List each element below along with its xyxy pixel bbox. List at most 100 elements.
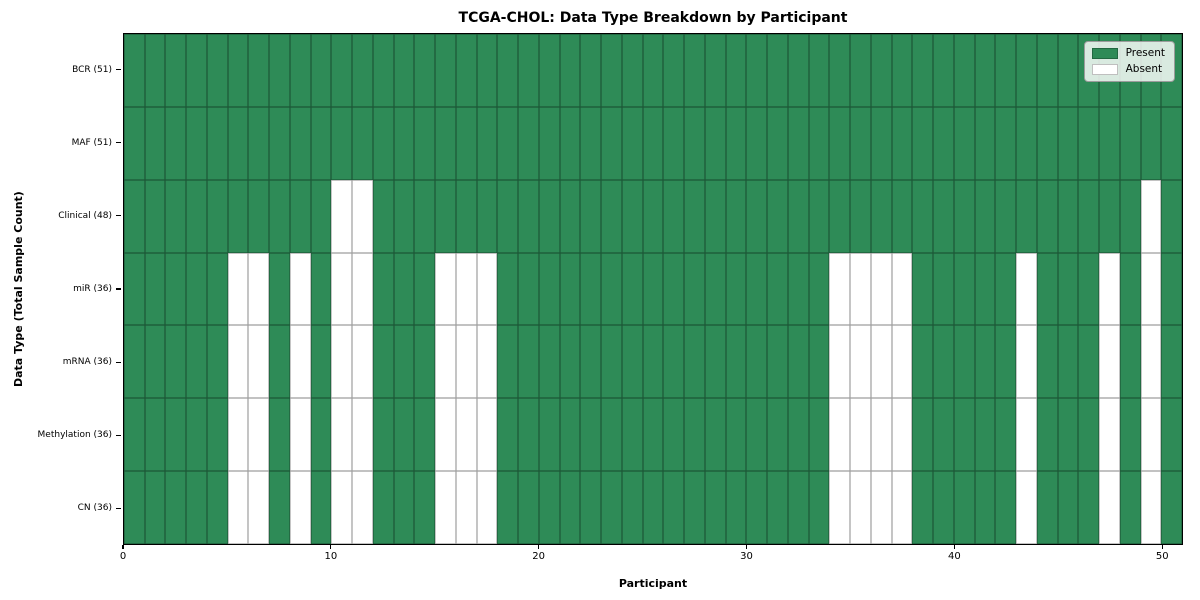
heatmap-cell xyxy=(414,106,436,180)
heatmap-cell xyxy=(953,252,975,326)
y-tick-label: miR (36) xyxy=(73,284,112,294)
heatmap-cell xyxy=(289,179,311,253)
heatmap-cell xyxy=(808,325,830,399)
heatmap-cell xyxy=(808,179,830,253)
heatmap-cell xyxy=(331,398,353,472)
heatmap-cell xyxy=(414,179,436,253)
heatmap-cell xyxy=(725,179,747,253)
heatmap-cell xyxy=(497,106,519,180)
heatmap-cell xyxy=(331,34,353,107)
heatmap-cell xyxy=(124,34,145,107)
heatmap-cell xyxy=(850,471,871,544)
heatmap-cell xyxy=(352,179,373,253)
heatmap-cell xyxy=(746,106,768,180)
x-tick-mark xyxy=(538,545,540,549)
heatmap-cell xyxy=(186,34,207,107)
heatmap-cell xyxy=(331,179,353,253)
heatmap-cell xyxy=(248,398,270,472)
heatmap-cell xyxy=(1119,398,1141,472)
y-tick-label: MAF (51) xyxy=(71,137,112,148)
heatmap-cell xyxy=(621,471,643,544)
heatmap-grid xyxy=(124,34,1182,544)
heatmap-cell xyxy=(829,106,851,180)
heatmap-cell xyxy=(1140,252,1162,326)
heatmap-cell xyxy=(787,471,809,544)
heatmap-cell xyxy=(1161,106,1182,180)
heatmap-cell xyxy=(435,179,456,253)
heatmap-cell xyxy=(393,471,415,544)
heatmap-cell xyxy=(269,325,290,399)
y-tick-mark xyxy=(116,434,121,436)
heatmap-cell xyxy=(684,106,705,180)
x-axis-label: Participant xyxy=(618,577,688,590)
heatmap-cell xyxy=(352,252,373,326)
heatmap-cell xyxy=(746,471,768,544)
heatmap-cell xyxy=(1036,252,1058,326)
heatmap-cell xyxy=(891,398,913,472)
y-tick-label: Methylation (36) xyxy=(37,430,112,441)
heatmap-cell xyxy=(767,325,788,399)
heatmap-cell xyxy=(850,106,871,180)
heatmap-cell xyxy=(580,325,602,399)
heatmap-cell xyxy=(684,471,705,544)
heatmap-cell xyxy=(248,471,270,544)
heatmap-cell xyxy=(124,106,145,180)
heatmap-cell xyxy=(725,106,747,180)
heatmap-cell xyxy=(289,252,311,326)
heatmap-cell xyxy=(165,106,187,180)
heatmap-cell xyxy=(269,106,290,180)
plot-area: Present Absent xyxy=(123,33,1183,545)
heatmap-cell xyxy=(414,325,436,399)
heatmap-cell xyxy=(1140,398,1162,472)
heatmap-cell xyxy=(933,252,954,326)
heatmap-cell xyxy=(808,471,830,544)
heatmap-cell xyxy=(497,34,519,107)
heatmap-cell xyxy=(808,252,830,326)
heatmap-cell xyxy=(227,398,249,472)
heatmap-cell xyxy=(165,398,187,472)
heatmap-cell xyxy=(1140,106,1162,180)
heatmap-cell xyxy=(455,106,477,180)
heatmap-cell xyxy=(850,398,871,472)
y-tick-mark xyxy=(116,142,121,144)
heatmap-cell xyxy=(912,34,934,107)
heatmap-cell xyxy=(663,252,685,326)
heatmap-cell xyxy=(227,471,249,544)
heatmap-cell xyxy=(767,398,788,472)
heatmap-cell xyxy=(1016,179,1037,253)
heatmap-cell xyxy=(621,252,643,326)
heatmap-cell xyxy=(144,325,166,399)
heatmap-cell xyxy=(1161,252,1182,326)
heatmap-cell xyxy=(953,106,975,180)
heatmap-cell xyxy=(870,179,892,253)
y-tick-label: CN (36) xyxy=(77,503,112,514)
heatmap-cell xyxy=(352,34,373,107)
heatmap-cell xyxy=(538,325,560,399)
heatmap-cell xyxy=(538,471,560,544)
heatmap-cell xyxy=(518,179,539,253)
heatmap-cell xyxy=(310,106,332,180)
heatmap-cell xyxy=(538,106,560,180)
heatmap-cell xyxy=(144,34,166,107)
heatmap-cell xyxy=(580,252,602,326)
heatmap-cell xyxy=(870,106,892,180)
heatmap-cell xyxy=(1036,106,1058,180)
heatmap-cell xyxy=(891,34,913,107)
heatmap-cell xyxy=(1078,471,1100,544)
heatmap-cell xyxy=(725,398,747,472)
heatmap-cell xyxy=(725,252,747,326)
heatmap-cell xyxy=(227,106,249,180)
heatmap-cell xyxy=(704,34,726,107)
heatmap-cell xyxy=(206,398,228,472)
heatmap-cell xyxy=(850,179,871,253)
heatmap-cell xyxy=(642,34,664,107)
heatmap-cell xyxy=(621,325,643,399)
x-tick-label: 40 xyxy=(947,551,961,562)
heatmap-cell xyxy=(1036,34,1058,107)
heatmap-cell xyxy=(580,398,602,472)
heatmap-cell xyxy=(953,325,975,399)
heatmap-cell xyxy=(538,179,560,253)
heatmap-cell xyxy=(580,471,602,544)
heatmap-cell xyxy=(663,179,685,253)
